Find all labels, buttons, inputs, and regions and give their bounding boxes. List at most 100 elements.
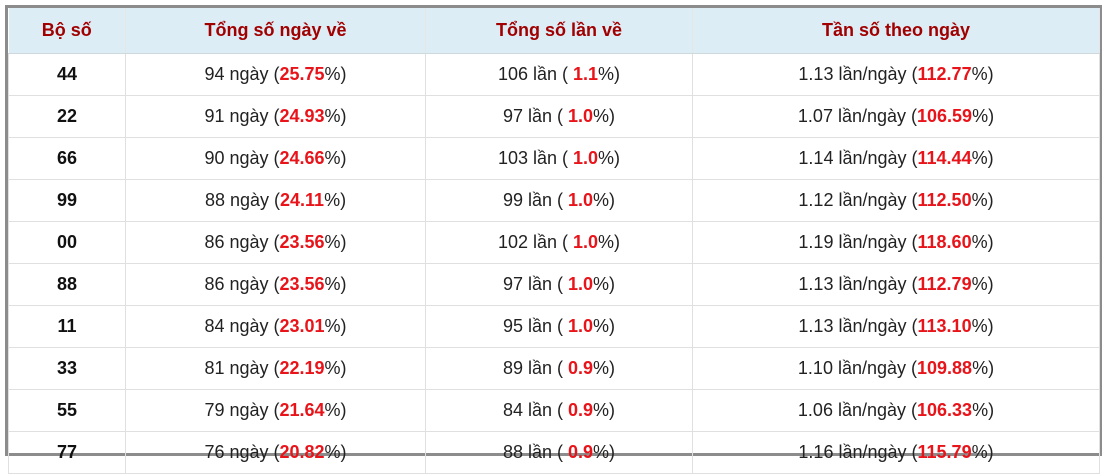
number-cell: 11 (8, 305, 126, 348)
table-row: 11 84 ngày (23.01%) 95 lần ( 1.0%) 1.13 lần… (8, 305, 1100, 348)
table-row: 77 76 ngày (20.82%) 88 lần ( 0.9%) 1.16 lần… (8, 431, 1100, 474)
days-cell: 84 ngày (23.01%) (125, 305, 426, 348)
percent-value: 112.77 (917, 64, 972, 84)
percent-value: 1.0 (573, 148, 599, 168)
days-cell: 94 ngày (25.75%) (125, 53, 426, 96)
cell-text: 106 lần ( (497, 64, 574, 84)
freq-cell: 1.10 lần/ngày (109.88%) (692, 347, 1100, 390)
header-row: Bộ số Tổng số ngày về Tổng số lần về Tần số… (8, 8, 1100, 54)
header-cell: Bộ số (8, 8, 126, 54)
cell-text: %) (593, 274, 616, 294)
percent-value: 113.10 (917, 316, 972, 336)
cell-text: %) (593, 106, 616, 126)
days-cell: 90 ngày (24.66%) (125, 137, 426, 180)
percent-value: 25.75 (279, 64, 325, 84)
cell-text: 86 ngày ( (204, 232, 280, 252)
percent-value: 23.56 (279, 274, 325, 294)
percent-value: 1.0 (573, 232, 599, 252)
number-cell: 33 (8, 347, 126, 390)
percent-value: 24.66 (279, 148, 325, 168)
cell-text: 1.13 lần/ngày ( (798, 316, 918, 336)
cell-text: %) (971, 64, 994, 84)
cell-text: %) (324, 64, 347, 84)
cell-text: 1.13 lần/ngày ( (798, 64, 918, 84)
percent-value: 24.93 (279, 106, 325, 126)
cell-text: %) (324, 316, 347, 336)
times-cell: 97 lần ( 1.0%) (425, 263, 693, 306)
cell-text: %) (598, 64, 621, 84)
cell-text: %) (971, 442, 994, 462)
days-cell: 91 ngày (24.93%) (125, 95, 426, 138)
percent-value: 1.0 (568, 316, 594, 336)
cell-text: 1.10 lần/ngày ( (797, 358, 918, 378)
cell-text: %) (593, 400, 616, 420)
cell-text: 84 lần ( (502, 400, 568, 420)
cell-text: %) (324, 232, 347, 252)
cell-text: %) (593, 190, 616, 210)
cell-text: 97 lần ( (502, 106, 568, 126)
cell-text: %) (324, 148, 347, 168)
cell-text: %) (324, 190, 347, 210)
cell-text: %) (324, 274, 347, 294)
cell-text: 95 lần ( (502, 316, 568, 336)
cell-text: 91 ngày ( (204, 106, 280, 126)
table-row: 44 94 ngày (25.75%) 106 lần ( 1.1%) 1.13 lầ… (8, 53, 1100, 96)
cell-text: 86 ngày ( (204, 274, 280, 294)
table-row: 66 90 ngày (24.66%) 103 lần ( 1.0%) 1.14 lầ… (8, 137, 1100, 180)
number-cell: 88 (8, 263, 126, 306)
cell-text: %) (324, 400, 347, 420)
number-cell: 55 (8, 389, 126, 432)
percent-value: 0.9 (568, 400, 594, 420)
cell-text: %) (971, 274, 994, 294)
table-row: 00 86 ngày (23.56%) 102 lần ( 1.0%) 1.19 lầ… (8, 221, 1100, 264)
days-cell: 79 ngày (21.64%) (125, 389, 426, 432)
percent-value: 23.01 (279, 316, 325, 336)
table-row: 88 86 ngày (23.56%) 97 lần ( 1.0%) 1.13 lần… (8, 263, 1100, 306)
cell-text: 94 ngày ( (204, 64, 280, 84)
cell-text: 90 ngày ( (204, 148, 280, 168)
times-cell: 97 lần ( 1.0%) (425, 95, 693, 138)
freq-cell: 1.07 lần/ngày (106.59%) (692, 95, 1100, 138)
freq-cell: 1.06 lần/ngày (106.33%) (692, 389, 1100, 432)
cell-text: 1.19 lần/ngày ( (798, 232, 918, 252)
freq-cell: 1.16 lần/ngày (115.79%) (692, 431, 1100, 474)
cell-text: %) (971, 190, 994, 210)
cell-text: %) (324, 106, 347, 126)
table-row: 55 79 ngày (21.64%) 84 lần ( 0.9%) 1.06 lần… (8, 389, 1100, 432)
cell-text: 103 lần ( (497, 148, 574, 168)
times-cell: 103 lần ( 1.0%) (425, 137, 693, 180)
freq-cell: 1.12 lần/ngày (112.50%) (692, 179, 1100, 222)
percent-value: 118.60 (917, 232, 972, 252)
freq-cell: 1.19 lần/ngày (118.60%) (692, 221, 1100, 264)
number-cell: 00 (8, 221, 126, 264)
cell-text: %) (598, 148, 621, 168)
cell-text: %) (972, 400, 995, 420)
table-frame: Bộ số Tổng số ngày về Tổng số lần về Tần số… (5, 5, 1102, 474)
cell-text: 1.13 lần/ngày ( (798, 274, 918, 294)
percent-value: 109.88 (917, 358, 973, 378)
percent-value: 0.9 (568, 358, 594, 378)
percent-value: 22.19 (279, 358, 325, 378)
cell-text: 79 ngày ( (204, 400, 280, 420)
percent-value: 112.50 (917, 190, 972, 210)
days-cell: 76 ngày (20.82%) (125, 431, 426, 474)
percent-value: 1.0 (568, 190, 594, 210)
times-cell: 84 lần ( 0.9%) (425, 389, 693, 432)
cell-text: %) (972, 106, 995, 126)
number-cell: 66 (8, 137, 126, 180)
table-row: 33 81 ngày (22.19%) 89 lần ( 0.9%) 1.10 lần… (8, 347, 1100, 390)
cell-text: 88 ngày ( (204, 190, 280, 210)
days-cell: 88 ngày (24.11%) (125, 179, 426, 222)
cell-text: %) (593, 316, 616, 336)
days-cell: 81 ngày (22.19%) (125, 347, 426, 390)
cell-text: 84 ngày ( (204, 316, 280, 336)
cell-text: 88 lần ( (502, 442, 568, 462)
cell-text: 1.14 lần/ngày ( (798, 148, 918, 168)
freq-cell: 1.13 lần/ngày (113.10%) (692, 305, 1100, 348)
percent-value: 0.9 (568, 442, 594, 462)
number-cell: 99 (8, 179, 126, 222)
cell-text: 99 lần ( (502, 190, 568, 210)
percent-value: 21.64 (279, 400, 325, 420)
times-cell: 106 lần ( 1.1%) (425, 53, 693, 96)
percent-value: 23.56 (279, 232, 325, 252)
